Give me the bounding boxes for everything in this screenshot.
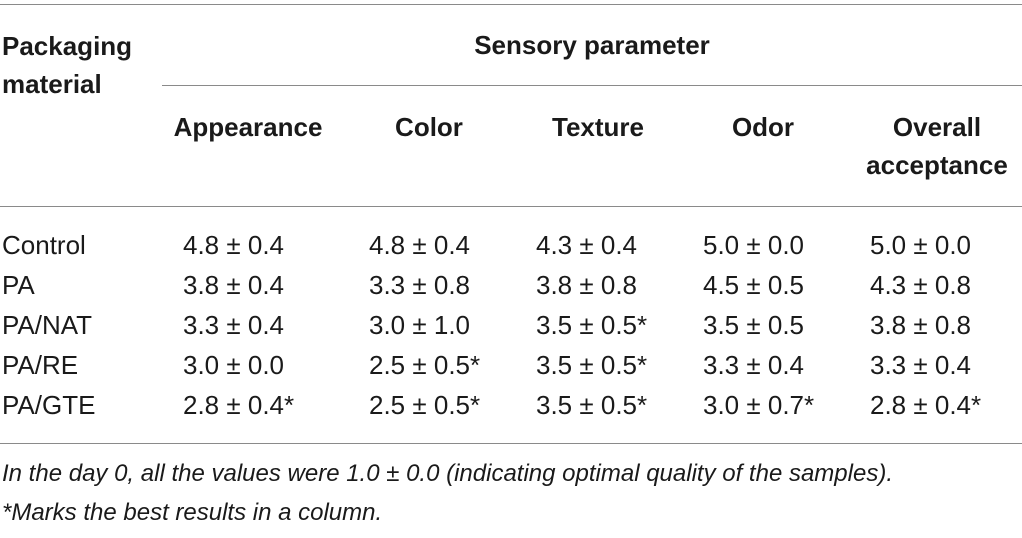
cell-color: 2.5 ± 0.5* (369, 350, 481, 380)
cell-appearance: 3.0 ± 0.0 (183, 350, 285, 380)
footnote-day-zero: In the day 0, all the values were 1.0 ± … (2, 460, 893, 487)
cell-odor: 4.5 ± 0.5 (703, 270, 805, 300)
table-row: PA/RE 3.0 ± 0.0 2.5 ± 0.5* 3.5 ± 0.5* 3.… (0, 345, 1022, 385)
cell-overall-acceptance: 5.0 ± 0.0 (870, 230, 972, 260)
table-row: PA/NAT 3.3 ± 0.4 3.0 ± 1.0 3.5 ± 0.5* 3.… (0, 305, 1022, 345)
group-header: Sensory parameter (474, 30, 710, 60)
cell-texture: 3.8 ± 0.8 (536, 270, 638, 300)
row-label: PA (2, 270, 35, 300)
cell-texture: 3.5 ± 0.5* (536, 310, 648, 340)
table-bottom-rule (0, 443, 1022, 444)
table-row: PA 3.8 ± 0.4 3.3 ± 0.8 3.8 ± 0.8 4.5 ± 0… (0, 265, 1022, 305)
cell-color: 2.5 ± 0.5* (369, 390, 481, 420)
cell-overall-acceptance: 3.3 ± 0.4 (870, 350, 972, 380)
column-header-overall-acceptance: Overall acceptance (866, 112, 1008, 180)
cell-overall-acceptance: 2.8 ± 0.4* (870, 390, 982, 420)
cell-texture: 4.3 ± 0.4 (536, 230, 638, 260)
row-label: PA/GTE (2, 390, 96, 420)
cell-appearance: 3.8 ± 0.4 (183, 270, 285, 300)
table-row: PA/GTE 2.8 ± 0.4* 2.5 ± 0.5* 3.5 ± 0.5* … (0, 385, 1022, 425)
cell-color: 3.0 ± 1.0 (369, 310, 471, 340)
cell-odor: 3.5 ± 0.5 (703, 310, 805, 340)
stub-header: Packaging material (2, 31, 133, 99)
cell-appearance: 2.8 ± 0.4* (183, 390, 295, 420)
cell-odor: 5.0 ± 0.0 (703, 230, 805, 260)
row-label: PA/RE (2, 350, 79, 380)
row-label: PA/NAT (2, 310, 93, 340)
group-header-rule (162, 85, 1022, 86)
cell-color: 4.8 ± 0.4 (369, 230, 471, 260)
cell-odor: 3.0 ± 0.7* (703, 390, 815, 420)
footnote-best-results: *Marks the best results in a column. (2, 499, 383, 526)
column-header-odor: Odor (731, 112, 795, 142)
cell-overall-acceptance: 4.3 ± 0.8 (870, 270, 972, 300)
header-bottom-rule (0, 206, 1022, 207)
cell-color: 3.3 ± 0.8 (369, 270, 471, 300)
cell-appearance: 4.8 ± 0.4 (183, 230, 285, 260)
table-row: Control 4.8 ± 0.4 4.8 ± 0.4 4.3 ± 0.4 5.… (0, 225, 1022, 265)
cell-odor: 3.3 ± 0.4 (703, 350, 805, 380)
cell-texture: 3.5 ± 0.5* (536, 390, 648, 420)
cell-texture: 3.5 ± 0.5* (536, 350, 648, 380)
column-header-appearance: Appearance (173, 112, 323, 142)
column-header-color: Color (395, 112, 463, 142)
column-header-texture: Texture (552, 112, 644, 142)
cell-overall-acceptance: 3.8 ± 0.8 (870, 310, 972, 340)
table-top-rule (0, 4, 1022, 5)
cell-appearance: 3.3 ± 0.4 (183, 310, 285, 340)
row-label: Control (2, 230, 86, 260)
